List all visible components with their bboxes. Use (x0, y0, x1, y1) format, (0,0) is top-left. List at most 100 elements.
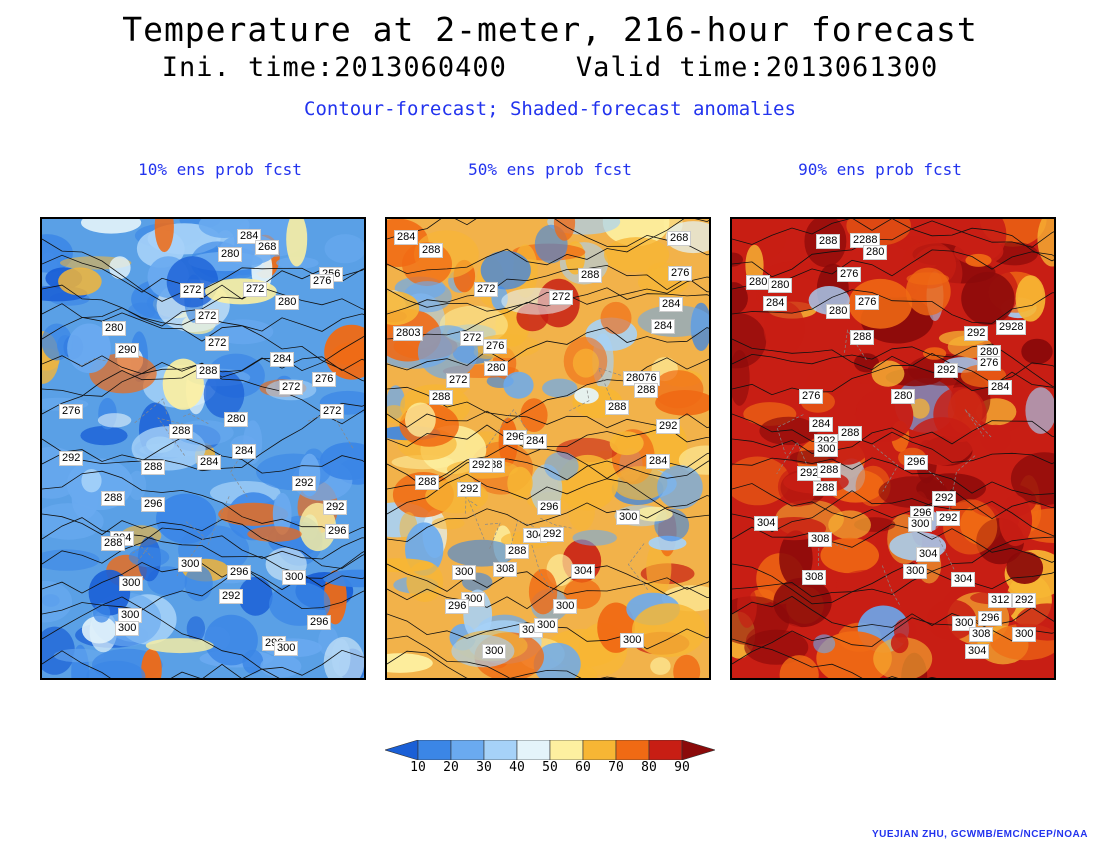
contour-label: 300 (553, 599, 578, 614)
contour-label: 272 (474, 282, 499, 297)
map-panel-90pct: 288 2288 280 276 280 280 276 284 280 292 2928 288 28… (730, 217, 1056, 680)
contour-label: 292 (932, 491, 957, 506)
contour-label: 280 (102, 321, 127, 336)
contour-label: 296 (325, 524, 350, 539)
contour-label: 292 (964, 326, 989, 341)
contour-label: 288 (429, 390, 454, 405)
contour-label: 300 (620, 633, 645, 648)
contour-label: 280 (275, 295, 300, 310)
contour-label: 276 (310, 274, 335, 289)
contour-label: 276 (977, 356, 1002, 371)
contour-label: 288 (850, 330, 875, 345)
contour-label: 292 (936, 511, 961, 526)
colorbar-tick-label: 30 (476, 760, 492, 775)
contour-label: 300 (903, 564, 928, 579)
contour-label: 288 (141, 460, 166, 475)
contour-label: 276 (668, 266, 693, 281)
contour-label: 292 (469, 458, 494, 473)
contour-label: 292 (219, 589, 244, 604)
contour-label: 288 (101, 491, 126, 506)
contour-label: 296 (227, 565, 252, 580)
contour-label: 292 (457, 482, 482, 497)
contour-label: 308 (493, 562, 518, 577)
contour-label: 276 (855, 295, 880, 310)
contour-label: 288 (838, 426, 863, 441)
contour-label: 284 (988, 380, 1013, 395)
colorbar-tick-label: 90 (674, 760, 690, 775)
colorbar-segment (385, 740, 419, 760)
contour-label: 288 (419, 243, 444, 258)
contour-label: 288 (196, 364, 221, 379)
contour-label: 288 (634, 383, 659, 398)
contour-label: 280 (484, 361, 509, 376)
contour-label: 292 (540, 527, 565, 542)
contour-label: 304 (965, 644, 990, 659)
contour-label: 280 (891, 389, 916, 404)
contour-label: 300 (1012, 627, 1037, 642)
contour-label: 300 (908, 517, 933, 532)
colorbar-segment (516, 740, 551, 760)
colorbar-segment (483, 740, 518, 760)
map-panel-10pct: 2842802682562762722722802722802722902842… (40, 217, 366, 680)
contour-label: 284 (651, 319, 676, 334)
colorbar-tick-label: 10 (410, 760, 426, 775)
colorbar-tick-label: 20 (443, 760, 459, 775)
contour-label: 296 (445, 599, 470, 614)
contour-label: 300 (534, 618, 559, 633)
contour-label: 276 (312, 372, 337, 387)
contour-label: 296 (141, 497, 166, 512)
contour-label: 292 (59, 451, 84, 466)
contour-label: 272 (279, 380, 304, 395)
contour-label: 288 (415, 475, 440, 490)
forecast-times: Ini. time:2013060400 Valid time:20130613… (161, 52, 939, 83)
contour-label: 284 (659, 297, 684, 312)
contour-label: 296 (978, 611, 1003, 626)
colorbar (385, 740, 715, 760)
chart-title: Temperature at 2-meter, 216-hour forecas… (122, 10, 978, 49)
contour-label: 300 (282, 570, 307, 585)
contour-label: 280 (826, 304, 851, 319)
colorbar-tick-label: 60 (575, 760, 591, 775)
contour-label: 288 (816, 234, 841, 249)
contour-label: 272 (243, 282, 268, 297)
contour-label: 272 (446, 373, 471, 388)
contour-label: 284 (646, 454, 671, 469)
contour-label: 272 (460, 331, 485, 346)
contour-label: 300 (616, 510, 641, 525)
contour-label: 296 (904, 455, 929, 470)
contour-label: 304 (916, 547, 941, 562)
contour-label: 296 (503, 430, 528, 445)
contour-label: 280 (746, 275, 771, 290)
colorbar-segment (582, 740, 617, 760)
contour-label: 284 (763, 296, 788, 311)
contour-label: 284 (232, 444, 257, 459)
contour-label: 290 (115, 343, 140, 358)
contour-label: 292 (1012, 593, 1037, 608)
contour-label: 300 (452, 565, 477, 580)
contour-label: 288 (578, 268, 603, 283)
contour-label: 276 (837, 267, 862, 282)
contour-label: 288 (817, 463, 842, 478)
map-panel-50pct: 268 284 288 288 276 272 272 284 284 2803 272 276 280… (385, 217, 711, 680)
contour-label: 272 (205, 336, 230, 351)
contour-label: 292 (292, 476, 317, 491)
colorbar-segment (681, 740, 715, 760)
contour-label: 304 (571, 564, 596, 579)
contour-label: 288 (813, 481, 838, 496)
contour-label: 288 (505, 544, 530, 559)
contour-label: 296 (537, 500, 562, 515)
contour-label: 300 (115, 621, 140, 636)
contour-label: 272 (320, 404, 345, 419)
anomaly-shading (732, 219, 1054, 678)
contour-label: 300 (178, 557, 203, 572)
contour-label: 304 (951, 572, 976, 587)
contour-label: 284 (809, 417, 834, 432)
colorbar-segment (417, 740, 452, 760)
panel-title-50: 50% ens prob fcst (468, 160, 632, 179)
colorbar-tick-label: 40 (509, 760, 525, 775)
contour-label: 304 (754, 516, 779, 531)
panel-title-90: 90% ens prob fcst (798, 160, 962, 179)
contour-label: 280 (218, 247, 243, 262)
contour-label: 276 (483, 339, 508, 354)
colorbar-tick-label: 70 (608, 760, 624, 775)
